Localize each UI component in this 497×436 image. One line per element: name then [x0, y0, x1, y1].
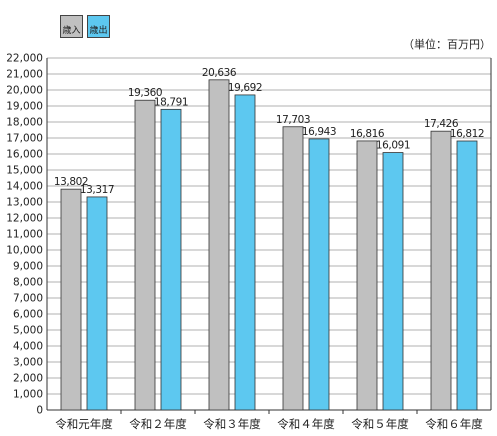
y-tick-label: 10,000	[6, 245, 43, 257]
y-tick-label: 19,000	[6, 101, 43, 113]
bar-revenue	[282, 126, 304, 411]
legend-swatch-revenue: 歳入	[60, 15, 83, 38]
y-tick-label: 17,000	[6, 133, 43, 145]
legend: 歳入 歳出	[60, 15, 110, 38]
bar-revenue	[134, 99, 156, 411]
x-tick-label: 令和元年度	[55, 417, 113, 431]
data-label: 19,360	[128, 87, 162, 99]
y-tick-label: 18,000	[6, 117, 43, 129]
data-label: 16,091	[376, 140, 410, 152]
data-label: 16,943	[302, 126, 336, 138]
legend-swatch-expenditure: 歳出	[87, 15, 110, 38]
y-tick-label: 0	[36, 405, 43, 417]
y-tick-label: 11,000	[6, 229, 43, 241]
bar-revenue	[60, 188, 82, 411]
x-tick-label: 令和３年度	[203, 417, 261, 431]
bar-expenditure	[382, 152, 404, 411]
y-tick-label: 12,000	[6, 213, 43, 225]
y-tick-label: 6,000	[13, 309, 43, 321]
bar-expenditure	[308, 138, 330, 411]
data-label: 16,812	[450, 128, 484, 140]
bar-expenditure	[86, 196, 108, 411]
y-tick-label: 5,000	[13, 325, 43, 337]
x-tick-label: 令和２年度	[129, 417, 187, 431]
bar-expenditure	[456, 140, 478, 411]
y-tick-label: 22,000	[6, 53, 43, 65]
data-label: 18,791	[154, 96, 188, 108]
y-tick-label: 9,000	[13, 261, 43, 273]
y-tick-label: 2,000	[13, 373, 43, 385]
x-tick-label: 令和４年度	[277, 417, 335, 431]
data-label: 20,636	[202, 67, 237, 79]
x-tick-label: 令和５年度	[351, 417, 409, 431]
bar-expenditure	[160, 108, 182, 411]
data-label: 17,426	[424, 118, 459, 130]
y-tick-label: 15,000	[6, 165, 43, 177]
data-label: 13,802	[54, 176, 88, 188]
y-tick-label: 1,000	[13, 389, 43, 401]
y-tick-label: 7,000	[13, 293, 43, 305]
y-tick-label: 16,000	[6, 149, 43, 161]
bar-expenditure	[234, 94, 256, 411]
y-tick-label: 3,000	[13, 357, 43, 369]
y-tick-label: 21,000	[6, 69, 43, 81]
y-tick-label: 14,000	[6, 181, 43, 193]
y-tick-label: 20,000	[6, 85, 43, 97]
y-tick-label: 8,000	[13, 277, 43, 289]
data-label: 16,816	[350, 128, 385, 140]
y-tick-label: 4,000	[13, 341, 43, 353]
y-tick-label: 13,000	[6, 197, 43, 209]
bar-revenue	[356, 140, 378, 411]
bar-revenue	[430, 130, 452, 411]
data-label: 13,317	[80, 184, 114, 196]
x-tick-label: 令和６年度	[425, 417, 483, 431]
unit-label: （単位：百万円）	[403, 38, 491, 51]
data-label: 19,692	[228, 82, 262, 94]
bar-revenue	[208, 79, 230, 411]
data-label: 17,703	[276, 114, 310, 126]
